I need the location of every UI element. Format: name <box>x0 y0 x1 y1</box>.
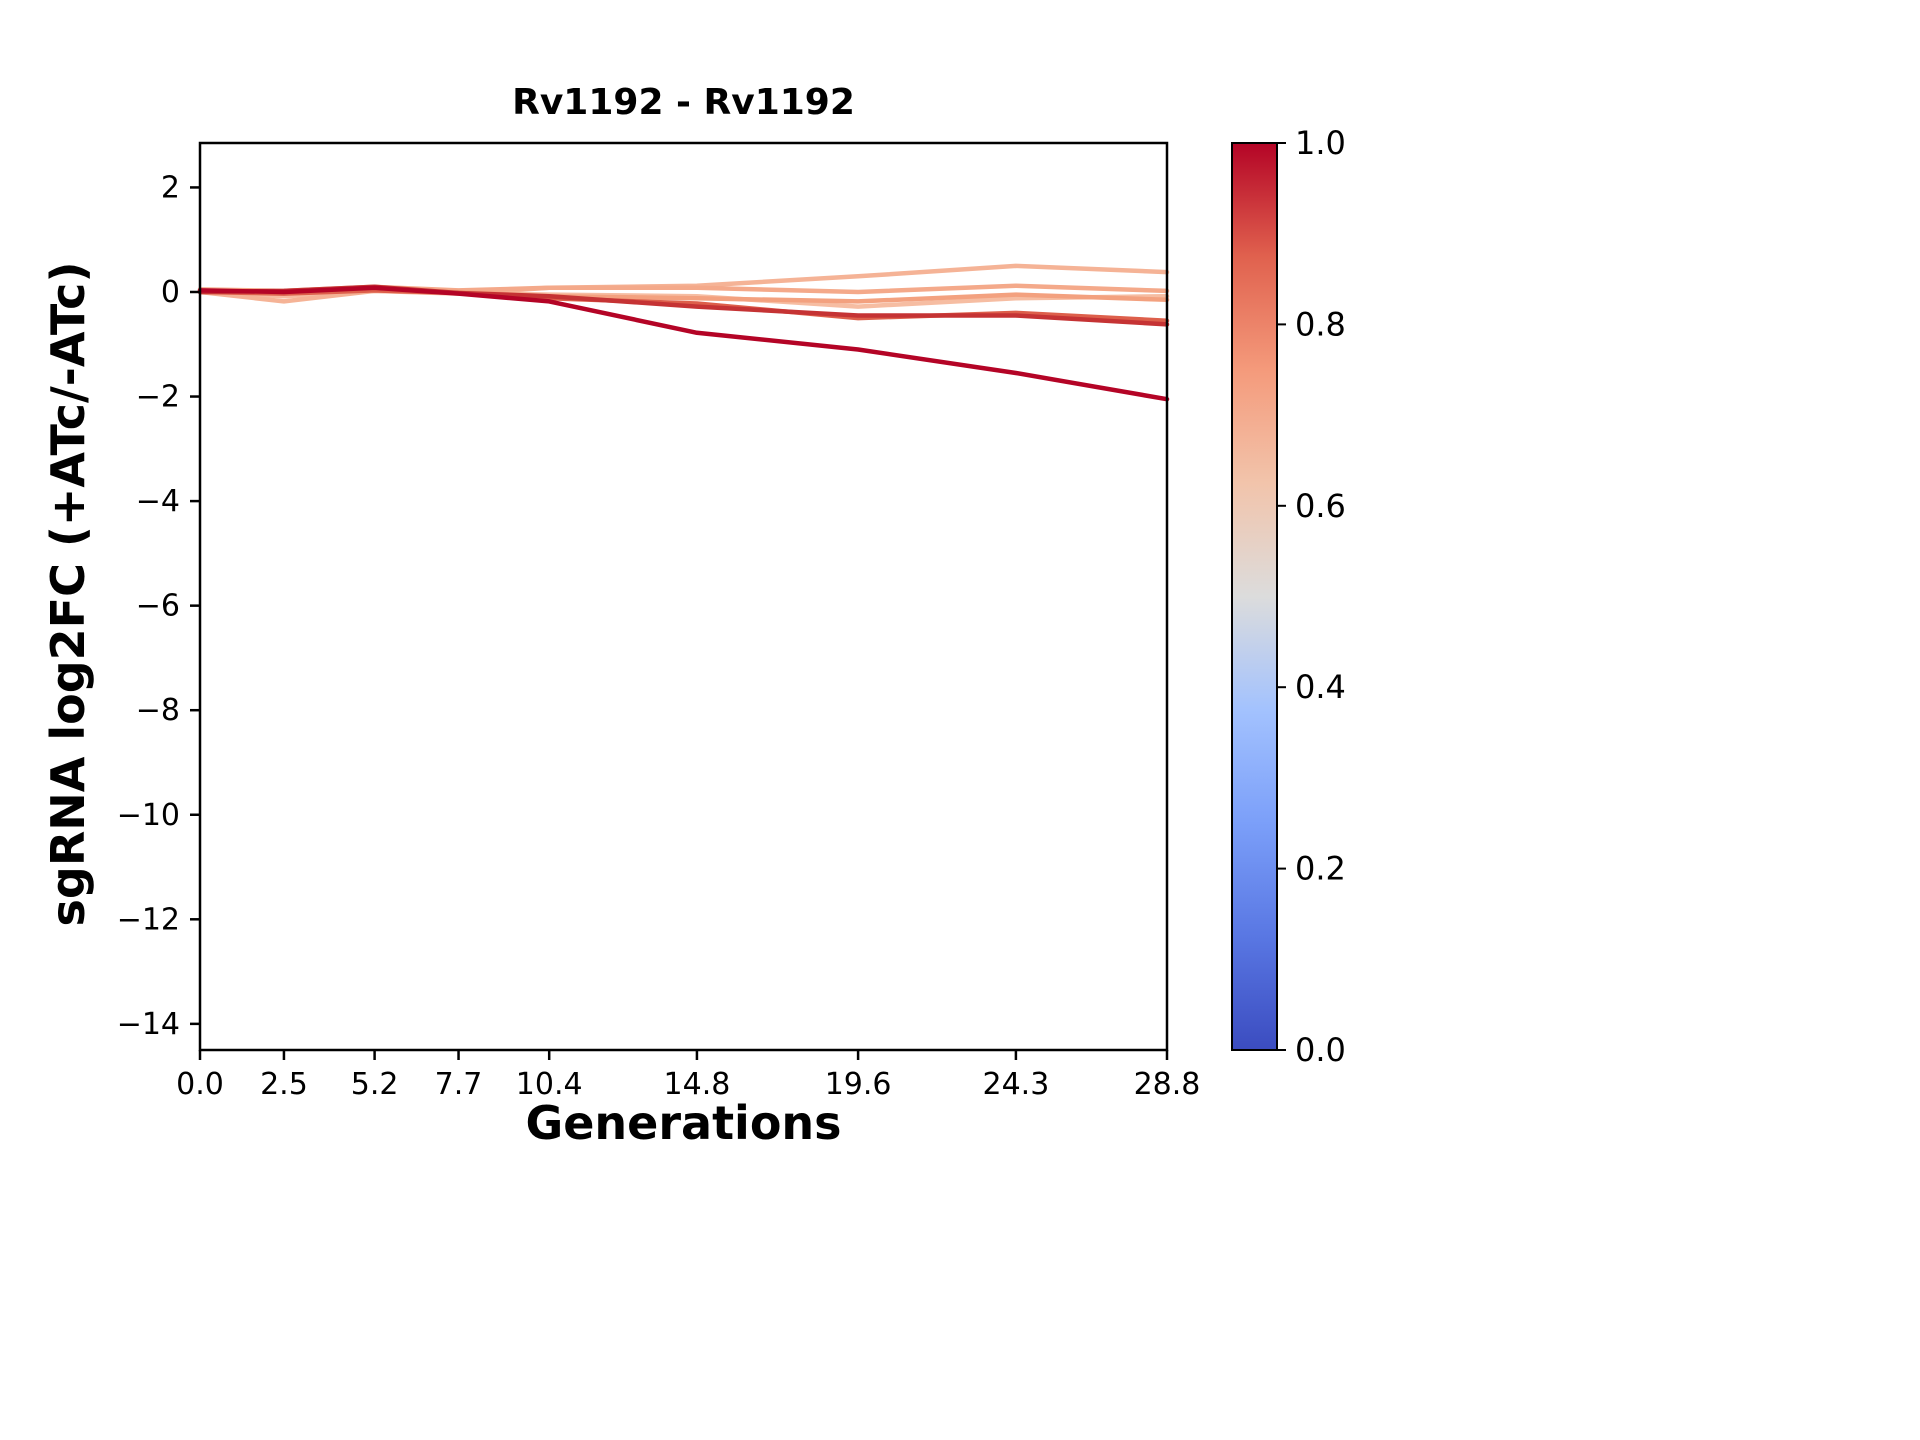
y-tick-label: 0 <box>161 275 180 310</box>
x-axis-label: Generations <box>525 1096 842 1150</box>
colorbar-tick-label: 0.4 <box>1295 668 1346 706</box>
x-tick-label: 7.7 <box>435 1067 483 1102</box>
y-tick-label: −2 <box>136 380 180 415</box>
series-line-sgRNA-7 <box>197 285 1170 402</box>
x-tick-label: 5.2 <box>351 1067 399 1102</box>
colorbar-tick-label: 0.6 <box>1295 487 1346 525</box>
x-tick-label: 28.8 <box>1134 1067 1201 1102</box>
x-tick-label: 14.8 <box>664 1067 731 1102</box>
plot-background <box>200 143 1167 1050</box>
y-tick-label: −14 <box>117 1007 180 1042</box>
colorbar-gradient <box>1232 143 1277 1050</box>
x-tick-label: 24.3 <box>983 1067 1050 1102</box>
y-axis-label: sgRNA log2FC (+ATc/-ATc) <box>41 261 95 927</box>
colorbar-tick-label: 0.8 <box>1295 305 1346 343</box>
x-tick-label: 19.6 <box>825 1067 892 1102</box>
x-tick-label: 0.0 <box>176 1067 224 1102</box>
y-tick-label: 2 <box>161 170 180 205</box>
x-tick-label: 2.5 <box>260 1067 308 1102</box>
chart-title: Rv1192 - Rv1192 <box>512 82 855 123</box>
colorbar-tick-label: 0.2 <box>1295 850 1346 888</box>
y-tick-label: −4 <box>136 484 180 519</box>
colorbar-tick-label: 0.0 <box>1295 1031 1346 1069</box>
plot-border <box>198 141 1169 1052</box>
colorbar-tick-label: 1.0 <box>1295 124 1346 162</box>
y-tick-label: −12 <box>117 902 180 937</box>
x-tick-label: 10.4 <box>516 1067 583 1102</box>
colorbar-border <box>1231 142 1278 1051</box>
y-tick-label: −8 <box>136 693 180 728</box>
y-tick-label: −6 <box>136 589 180 624</box>
y-tick-label: −10 <box>117 798 180 833</box>
